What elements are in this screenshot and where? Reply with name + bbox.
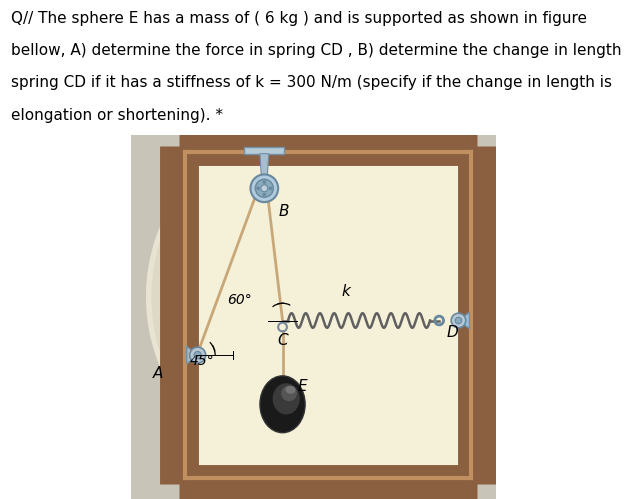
Text: 60°: 60°	[227, 293, 251, 307]
Circle shape	[263, 180, 266, 184]
Circle shape	[250, 175, 278, 202]
Text: Q// The sphere E has a mass of ( 6 kg ) and is supported as shown in figure: Q// The sphere E has a mass of ( 6 kg ) …	[11, 11, 587, 26]
Circle shape	[455, 317, 461, 324]
Circle shape	[263, 193, 266, 196]
Circle shape	[255, 179, 273, 197]
Ellipse shape	[151, 116, 505, 477]
Text: k: k	[342, 284, 350, 299]
Text: 45°: 45°	[189, 354, 214, 368]
Text: bellow, A) determine the force in spring CD , B) determine the change in length : bellow, A) determine the force in spring…	[11, 43, 627, 58]
Text: E: E	[297, 379, 307, 394]
Ellipse shape	[281, 386, 297, 401]
Text: C: C	[277, 333, 288, 348]
Text: D: D	[446, 325, 458, 340]
Circle shape	[261, 185, 268, 192]
Ellipse shape	[260, 376, 305, 433]
Ellipse shape	[146, 115, 510, 479]
Polygon shape	[245, 147, 285, 154]
Polygon shape	[458, 312, 470, 329]
Ellipse shape	[273, 383, 300, 415]
Ellipse shape	[161, 122, 495, 472]
Polygon shape	[260, 154, 269, 176]
Ellipse shape	[285, 386, 296, 394]
Circle shape	[256, 187, 260, 190]
Text: spring CD if it has a stiffness of k = 300 N/m (specify if the change in length : spring CD if it has a stiffness of k = 3…	[11, 75, 613, 90]
Text: elongation or shortening). *: elongation or shortening). *	[11, 108, 223, 123]
Text: A: A	[153, 366, 164, 381]
Polygon shape	[187, 346, 198, 364]
Circle shape	[269, 187, 272, 190]
Text: B: B	[279, 204, 290, 219]
Circle shape	[194, 351, 201, 359]
FancyBboxPatch shape	[186, 153, 470, 477]
Ellipse shape	[173, 129, 483, 465]
Circle shape	[451, 313, 466, 328]
Circle shape	[189, 347, 206, 363]
Polygon shape	[132, 135, 495, 499]
